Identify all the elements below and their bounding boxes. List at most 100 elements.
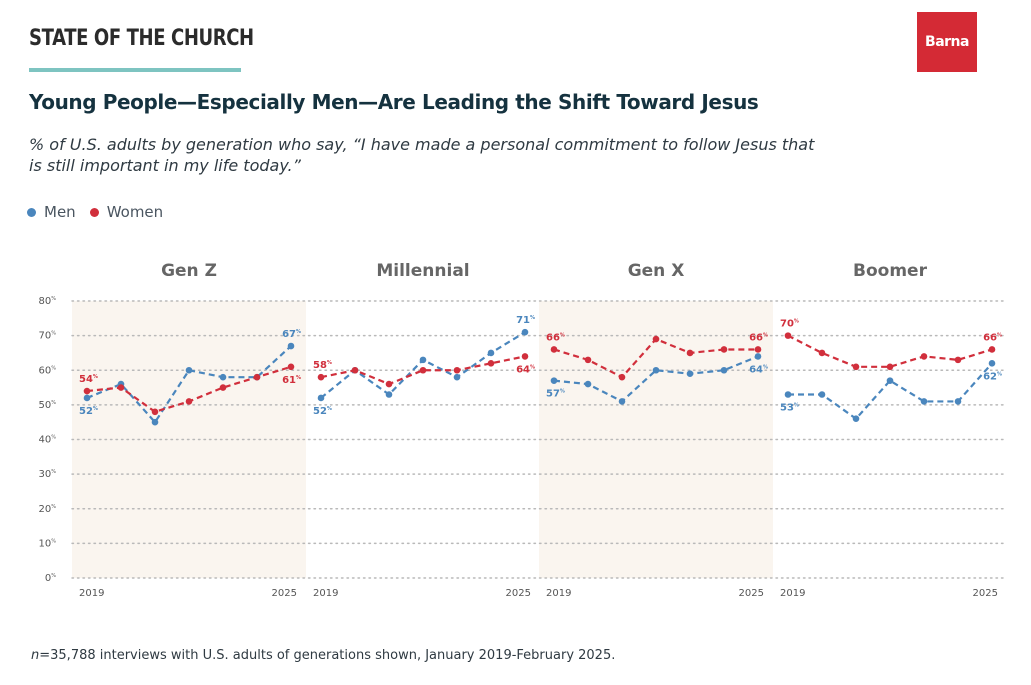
data-point-men: [385, 391, 393, 398]
x-tick-label-end: 2025: [739, 588, 764, 599]
data-point-women: [385, 380, 393, 388]
legend-label-men: Men: [44, 203, 76, 221]
data-point-women: [317, 373, 325, 381]
data-point-women: [652, 335, 660, 343]
endpoint-label-men: 71%: [516, 315, 535, 326]
panel-title: Millennial: [376, 261, 469, 281]
endpoint-label-men: 52%: [313, 406, 332, 417]
data-point-women: [287, 363, 295, 371]
data-point-women: [419, 366, 427, 374]
data-point-women: [954, 356, 962, 364]
endpoint-label-men: 62%: [983, 371, 1002, 382]
legend-item-women: Women: [89, 203, 163, 221]
x-tick-label-end: 2025: [973, 588, 998, 599]
data-point-men: [584, 380, 592, 388]
panel-title: Boomer: [853, 261, 928, 281]
panel-title: Gen Z: [161, 261, 217, 281]
endpoint-label-women: 61%: [282, 375, 301, 386]
data-point-women: [686, 349, 694, 357]
data-point-men: [83, 394, 91, 402]
y-tick-label: 70%: [39, 331, 57, 342]
data-point-men: [453, 373, 461, 381]
data-point-men: [287, 342, 295, 350]
data-point-men: [818, 391, 826, 398]
x-tick-label-start: 2019: [79, 588, 104, 599]
data-point-men: [487, 349, 495, 357]
legend-item-men: Men: [27, 203, 76, 221]
data-point-women: [754, 346, 762, 353]
data-point-women: [920, 353, 928, 360]
data-point-women: [351, 366, 359, 374]
data-point-women: [185, 398, 193, 405]
footnote-text: =35,788 interviews with U.S. adults of g…: [39, 648, 616, 663]
endpoint-label-women: 54%: [79, 374, 98, 385]
data-point-women: [988, 346, 996, 353]
endpoint-label-men: 64%: [749, 364, 768, 375]
chart-title: Young People—Especially Men—Are Leading …: [29, 90, 759, 114]
endpoint-label-men: 67%: [282, 329, 301, 340]
barna-logo: Barna: [917, 12, 977, 72]
data-point-men: [652, 366, 660, 374]
data-point-women: [453, 366, 461, 374]
endpoint-label-women: 70%: [780, 319, 799, 330]
data-point-women: [720, 346, 728, 353]
y-tick-label: 0%: [45, 573, 56, 584]
data-point-women: [550, 346, 558, 353]
legend: Men Women: [27, 203, 163, 221]
logo-text: Barna: [925, 34, 969, 50]
data-point-women: [487, 360, 495, 367]
series-line-men: [320, 331, 526, 399]
endpoint-label-women: 66%: [546, 332, 565, 343]
footnote-n: n: [31, 648, 40, 663]
data-point-men: [784, 391, 792, 398]
data-point-men: [988, 360, 996, 367]
legend-swatch-women: [89, 207, 99, 217]
endpoint-label-men: 53%: [780, 402, 799, 413]
data-point-men: [852, 415, 860, 423]
series-line-women: [787, 334, 993, 368]
data-point-men: [419, 356, 427, 364]
y-tick-label: 80%: [39, 296, 57, 307]
data-point-women: [852, 363, 860, 371]
data-point-men: [550, 377, 558, 384]
data-point-women: [219, 384, 227, 391]
endpoint-label-men: 57%: [546, 389, 565, 400]
data-point-men: [686, 370, 694, 378]
endpoint-label-women: 66%: [983, 332, 1002, 343]
endpoint-label-women: 66%: [749, 332, 768, 343]
data-point-women: [83, 387, 91, 395]
x-tick-label-end: 2025: [272, 588, 297, 599]
data-point-women: [618, 373, 626, 381]
data-point-men: [151, 418, 159, 426]
x-tick-label-start: 2019: [780, 588, 805, 599]
y-tick-label: 30%: [39, 469, 57, 480]
data-point-men: [185, 366, 193, 374]
data-point-women: [784, 332, 792, 339]
data-point-men: [618, 398, 626, 405]
header-title: STATE OF THE CHURCH: [29, 26, 254, 51]
data-point-men: [317, 394, 325, 402]
header-rule: [29, 68, 241, 72]
data-point-women: [584, 356, 592, 364]
data-point-men: [920, 398, 928, 405]
chart-subtitle: % of U.S. adults by generation who say, …: [29, 135, 815, 175]
data-point-men: [954, 398, 962, 405]
panel-title: Gen X: [628, 261, 685, 281]
x-tick-label-start: 2019: [546, 588, 571, 599]
series-line-men: [788, 362, 993, 421]
endpoint-label-women: 64%: [516, 364, 535, 375]
data-point-women: [818, 349, 826, 357]
y-tick-label: 40%: [39, 435, 57, 446]
footnote: n=35,788 interviews with U.S. adults of …: [31, 648, 615, 663]
y-tick-label: 10%: [39, 538, 57, 549]
data-point-women: [886, 363, 894, 371]
x-tick-label-start: 2019: [313, 588, 338, 599]
y-tick-label: 60%: [39, 365, 57, 376]
endpoint-label-women: 58%: [313, 360, 332, 371]
data-point-men: [219, 373, 227, 381]
x-tick-label-end: 2025: [506, 588, 531, 599]
data-point-women: [117, 384, 125, 391]
data-point-women: [253, 373, 261, 381]
y-tick-label: 50%: [39, 400, 57, 411]
